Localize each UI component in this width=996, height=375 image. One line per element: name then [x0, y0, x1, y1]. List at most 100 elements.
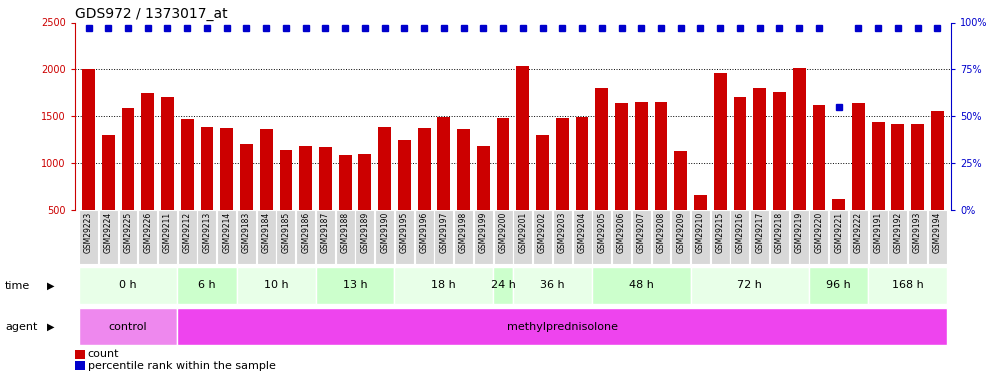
Text: GSM29214: GSM29214 [222, 211, 231, 253]
Bar [177, 308, 947, 345]
Bar [634, 102, 647, 210]
Text: GSM29226: GSM29226 [143, 211, 152, 253]
Text: 24 h: 24 h [491, 280, 516, 290]
Bar [141, 93, 154, 210]
Bar [730, 210, 749, 264]
Text: GSM29219: GSM29219 [795, 211, 804, 253]
Bar [119, 210, 137, 264]
Bar [750, 210, 769, 264]
Text: GSM29211: GSM29211 [163, 211, 172, 253]
Bar [398, 140, 410, 210]
Bar [908, 210, 927, 264]
Text: percentile rank within the sample: percentile rank within the sample [88, 361, 276, 370]
Bar [576, 117, 589, 210]
Bar [277, 210, 296, 264]
Bar [833, 199, 845, 210]
Text: 36 h: 36 h [540, 280, 565, 290]
Text: GDS972 / 1373017_at: GDS972 / 1373017_at [75, 8, 227, 21]
Bar [593, 210, 612, 264]
Text: GSM29191: GSM29191 [873, 211, 882, 253]
Bar [177, 267, 237, 304]
Text: GSM29208: GSM29208 [656, 211, 665, 253]
Bar [711, 210, 730, 264]
Bar [694, 195, 707, 210]
Bar [674, 151, 687, 210]
Bar [869, 267, 947, 304]
Text: 168 h: 168 h [891, 280, 923, 290]
Text: GSM29210: GSM29210 [696, 211, 705, 253]
Bar [394, 210, 414, 264]
Bar [790, 210, 809, 264]
Bar [240, 144, 253, 210]
Bar [200, 127, 213, 210]
Bar [888, 210, 907, 264]
Text: count: count [88, 350, 120, 359]
Text: GSM29203: GSM29203 [558, 211, 567, 253]
Bar [79, 308, 177, 345]
Bar [177, 210, 196, 264]
Bar [556, 118, 569, 210]
Bar [872, 122, 884, 210]
Bar [612, 210, 631, 264]
Text: GSM29189: GSM29189 [361, 211, 370, 253]
Bar [631, 210, 650, 264]
Text: GSM29223: GSM29223 [84, 211, 93, 253]
Bar [536, 135, 549, 210]
Bar [869, 210, 887, 264]
Bar [237, 267, 316, 304]
Text: ▶: ▶ [47, 322, 55, 332]
Bar [257, 210, 276, 264]
Text: 0 h: 0 h [120, 280, 136, 290]
Bar [931, 111, 944, 210]
Bar [753, 88, 766, 210]
Text: GSM29220: GSM29220 [815, 211, 824, 253]
Text: control: control [109, 322, 147, 332]
Text: GSM29225: GSM29225 [124, 211, 132, 253]
Text: agent: agent [5, 322, 38, 332]
Text: GSM29196: GSM29196 [419, 211, 428, 253]
Text: GSM29215: GSM29215 [716, 211, 725, 253]
Bar [158, 210, 177, 264]
Text: GSM29185: GSM29185 [282, 211, 291, 253]
Text: methylprednisolone: methylprednisolone [507, 322, 618, 332]
Bar [911, 124, 924, 210]
Bar [237, 210, 256, 264]
Bar [359, 154, 372, 210]
Text: GSM29187: GSM29187 [321, 211, 330, 253]
Bar [336, 210, 355, 264]
Bar [690, 267, 809, 304]
Bar [477, 146, 490, 210]
Bar [417, 128, 430, 210]
Text: time: time [5, 281, 30, 291]
Text: GSM29195: GSM29195 [399, 211, 409, 253]
Text: GSM29216: GSM29216 [735, 211, 744, 253]
Text: 96 h: 96 h [827, 280, 851, 290]
Bar [651, 210, 670, 264]
Bar [810, 210, 829, 264]
Text: GSM29193: GSM29193 [913, 211, 922, 253]
Text: GSM29200: GSM29200 [499, 211, 508, 253]
Text: GSM29194: GSM29194 [933, 211, 942, 253]
Bar [394, 267, 493, 304]
Text: GSM29217: GSM29217 [755, 211, 764, 253]
Text: 18 h: 18 h [431, 280, 456, 290]
Bar [733, 97, 746, 210]
Text: GSM29204: GSM29204 [578, 211, 587, 253]
Text: GSM29207: GSM29207 [636, 211, 645, 253]
Bar [217, 210, 236, 264]
Bar [928, 210, 947, 264]
Bar [852, 103, 865, 210]
Text: ▶: ▶ [47, 281, 55, 291]
Bar [280, 150, 293, 210]
Bar [714, 73, 727, 210]
Bar [319, 147, 332, 210]
Text: GSM29198: GSM29198 [459, 211, 468, 253]
Text: GSM29201: GSM29201 [518, 211, 527, 253]
Bar [793, 68, 806, 210]
Bar [197, 210, 216, 264]
Bar [260, 129, 273, 210]
Bar [813, 105, 826, 210]
Text: GSM29197: GSM29197 [439, 211, 448, 253]
Bar [378, 127, 391, 210]
Bar [497, 118, 510, 210]
